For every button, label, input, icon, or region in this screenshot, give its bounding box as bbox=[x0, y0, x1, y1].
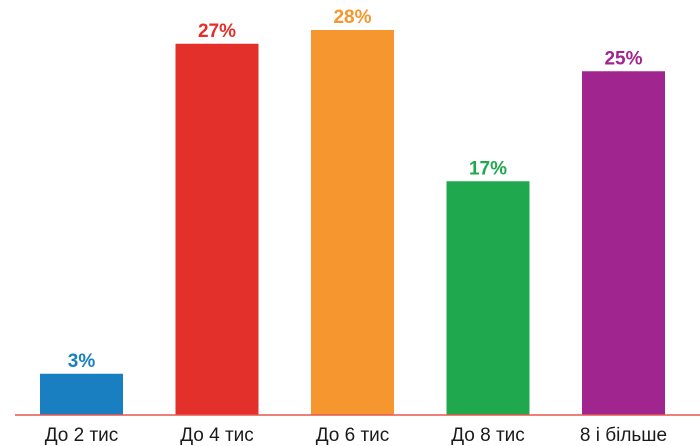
value-label-4: 17% bbox=[469, 158, 507, 179]
bar-1 bbox=[40, 373, 123, 415]
value-label-3: 28% bbox=[333, 7, 371, 28]
x-tick-label-1: До 2 тис bbox=[45, 425, 119, 446]
bar-4 bbox=[446, 181, 530, 415]
x-tick-label-3: До 6 тис bbox=[316, 425, 390, 446]
value-label-1: 3% bbox=[68, 351, 96, 372]
bar-3 bbox=[311, 30, 394, 415]
value-label-2: 27% bbox=[198, 21, 236, 42]
x-tick-label-4: До 8 тис bbox=[451, 425, 525, 446]
value-label-5: 25% bbox=[604, 48, 642, 69]
bars-group bbox=[40, 30, 665, 415]
bar-5 bbox=[582, 71, 665, 415]
x-tick-labels-group: До 2 тис До 4 тис До 6 тис До 8 тис 8 і біль… bbox=[45, 425, 667, 446]
value-labels-group: 3% 27% 28% 17% 25% bbox=[68, 7, 643, 372]
x-tick-label-5: 8 і більше bbox=[580, 425, 667, 446]
bar-2 bbox=[175, 43, 259, 415]
x-tick-label-2: До 4 тис bbox=[180, 425, 254, 446]
